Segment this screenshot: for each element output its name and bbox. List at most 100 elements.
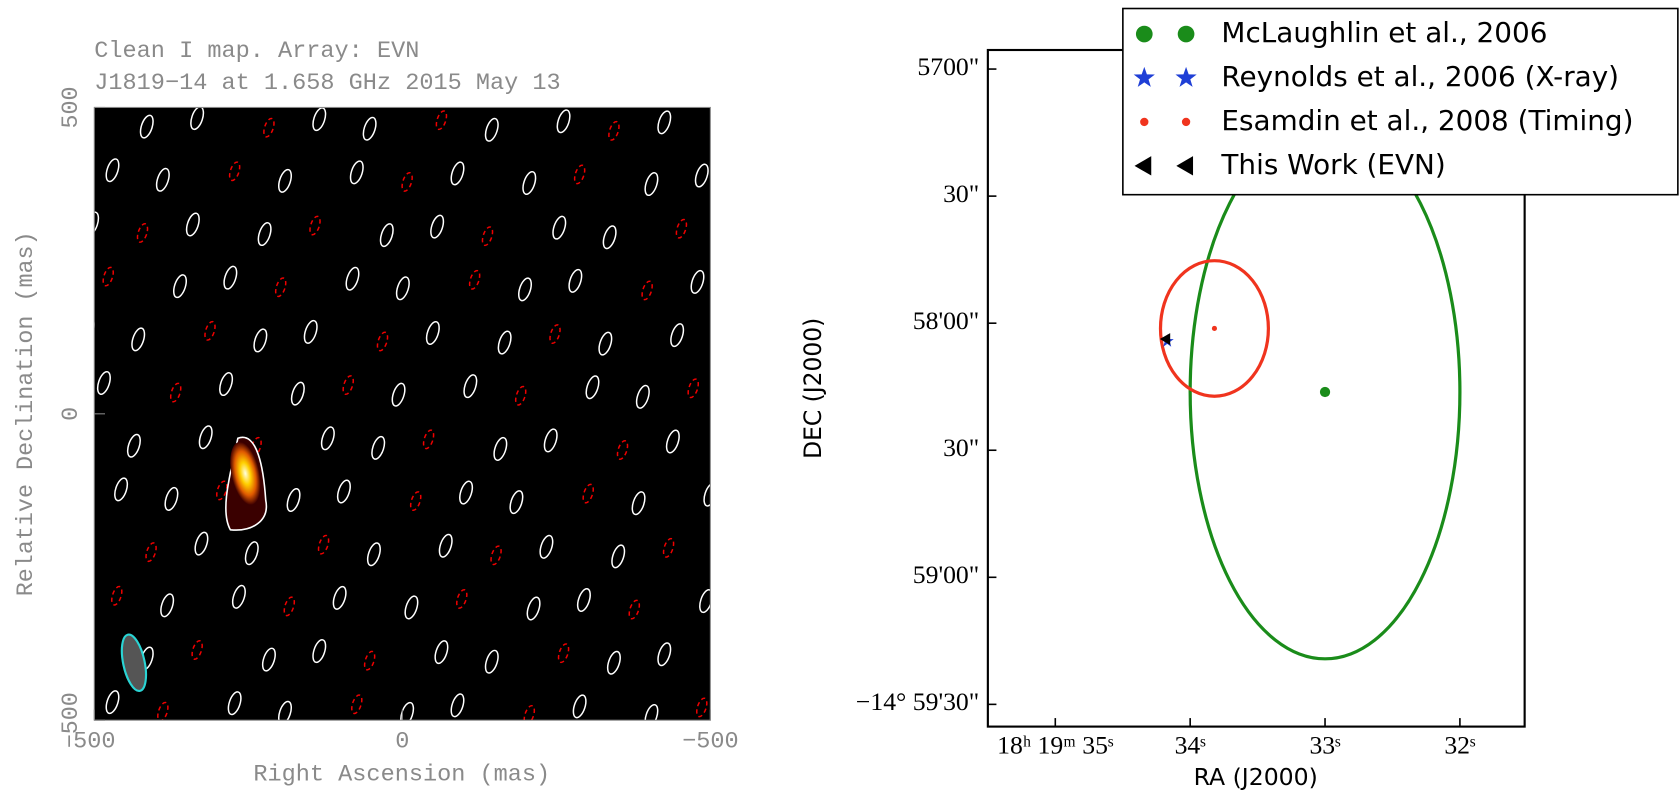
legend-marker bbox=[1176, 156, 1194, 176]
x-tick-label: 500 bbox=[73, 729, 115, 756]
contour-positive bbox=[657, 642, 672, 667]
contour-positive bbox=[438, 533, 453, 558]
contour-positive bbox=[286, 488, 301, 512]
contour-negative bbox=[616, 440, 629, 460]
contour-positive bbox=[743, 704, 760, 730]
contour-positive bbox=[463, 374, 478, 399]
contour-negative bbox=[557, 643, 570, 664]
contour-negative bbox=[687, 378, 700, 399]
right-x-label: RA (J2000) bbox=[1194, 763, 1318, 791]
contour-positive bbox=[219, 372, 234, 397]
contour-positive bbox=[185, 212, 200, 237]
contour-positive bbox=[404, 595, 419, 620]
y-tick-label: 500 bbox=[58, 86, 85, 128]
contour-negative bbox=[157, 701, 169, 721]
contour-positive bbox=[391, 382, 406, 407]
contour-negative bbox=[695, 697, 708, 718]
legend-marker bbox=[1140, 117, 1149, 127]
contour-positive bbox=[71, 530, 88, 556]
contour-positive bbox=[748, 598, 765, 624]
contour-negative bbox=[608, 120, 620, 141]
contour-negative bbox=[641, 280, 653, 301]
contour-positive bbox=[644, 703, 659, 721]
beam bbox=[120, 633, 148, 693]
contour-negative bbox=[215, 480, 228, 501]
contour-positive bbox=[379, 223, 394, 248]
contour-positive bbox=[484, 117, 499, 142]
contour-positive bbox=[694, 163, 709, 188]
contour-negative bbox=[401, 171, 413, 192]
contour-negative bbox=[274, 277, 287, 298]
contour-positive bbox=[155, 167, 170, 192]
contour-positive bbox=[631, 491, 646, 516]
legend: McLaughlin et al., 2006 Reynolds et al., … bbox=[1122, 7, 1679, 196]
contour-positive bbox=[231, 584, 246, 609]
contour-negative bbox=[422, 429, 435, 450]
legend-label: Esamdin et al., 2008 (Timing) bbox=[1221, 104, 1633, 137]
contour-positive bbox=[703, 482, 711, 507]
legend-label: Reynolds et al., 2006 (X-ray) bbox=[1221, 60, 1619, 93]
contour-negative bbox=[110, 585, 123, 606]
x-tick-label: 32ˢ bbox=[1444, 731, 1476, 760]
contour-positive bbox=[425, 320, 440, 345]
contour-positive bbox=[611, 544, 626, 569]
contour-negative bbox=[169, 382, 182, 403]
contour-positive bbox=[371, 435, 386, 460]
y-tick-label: 5700" bbox=[917, 52, 979, 81]
contour-negative bbox=[675, 218, 688, 239]
contour-positive bbox=[602, 225, 617, 250]
contour-positive bbox=[303, 319, 318, 344]
contour-positive bbox=[598, 331, 613, 356]
y-tick-label: −500 bbox=[58, 692, 85, 748]
contour-positive bbox=[526, 596, 541, 621]
contour-positive bbox=[699, 589, 711, 614]
contour-negative bbox=[283, 596, 296, 617]
contour-negative bbox=[754, 494, 768, 515]
contour-negative bbox=[468, 269, 481, 290]
contour-positive bbox=[336, 479, 351, 504]
contour-negative bbox=[145, 542, 157, 563]
legend-marker bbox=[1181, 117, 1191, 127]
y-tick-label: 30" bbox=[943, 433, 979, 462]
contour-positive bbox=[539, 534, 554, 559]
contour-negative bbox=[228, 161, 241, 182]
y-tick-label: 58'00" bbox=[913, 306, 980, 335]
contour-positive bbox=[320, 426, 335, 451]
right-y-label: DEC (J2000) bbox=[799, 318, 827, 459]
contour-positive bbox=[257, 222, 272, 247]
contour-positive bbox=[556, 109, 571, 134]
contour-positive bbox=[761, 279, 778, 305]
contour-positive bbox=[105, 158, 120, 183]
contour-positive bbox=[568, 268, 583, 293]
legend-label: This Work (EVN) bbox=[1220, 148, 1445, 181]
contour-negative bbox=[720, 334, 734, 355]
contour-positive bbox=[160, 593, 175, 618]
contour-positive bbox=[227, 691, 242, 716]
contour-negative bbox=[350, 694, 363, 715]
contour-positive bbox=[277, 700, 293, 721]
contour-negative bbox=[549, 324, 561, 344]
source-core bbox=[230, 442, 261, 505]
contour-negative bbox=[481, 226, 494, 247]
contour-negative bbox=[409, 491, 422, 512]
contour-positive bbox=[606, 650, 621, 675]
contour-positive bbox=[94, 211, 100, 236]
contour-positive bbox=[690, 269, 705, 294]
contour-negative bbox=[573, 164, 586, 185]
contour-positive bbox=[366, 542, 381, 567]
contour-positive bbox=[131, 327, 146, 352]
contour-positive bbox=[727, 119, 744, 145]
legend-marker bbox=[1133, 66, 1155, 87]
x-tick-label: −500 bbox=[682, 729, 739, 756]
contour-positive bbox=[670, 323, 685, 348]
contour-positive bbox=[484, 649, 499, 674]
contour-negative bbox=[136, 223, 149, 243]
contour-negative bbox=[309, 215, 321, 236]
contour-positive bbox=[164, 486, 179, 511]
contour-positive bbox=[277, 168, 293, 193]
left-y-label: Relative Declination (mas) bbox=[13, 231, 40, 596]
contour-positive bbox=[349, 160, 364, 185]
contour-positive bbox=[362, 116, 377, 141]
legend-box bbox=[1122, 7, 1679, 196]
